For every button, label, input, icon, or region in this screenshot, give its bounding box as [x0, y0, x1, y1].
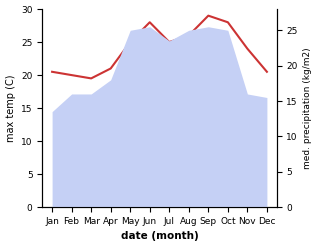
X-axis label: date (month): date (month) — [121, 231, 198, 242]
Y-axis label: med. precipitation (kg/m2): med. precipitation (kg/m2) — [303, 47, 313, 169]
Y-axis label: max temp (C): max temp (C) — [5, 74, 16, 142]
